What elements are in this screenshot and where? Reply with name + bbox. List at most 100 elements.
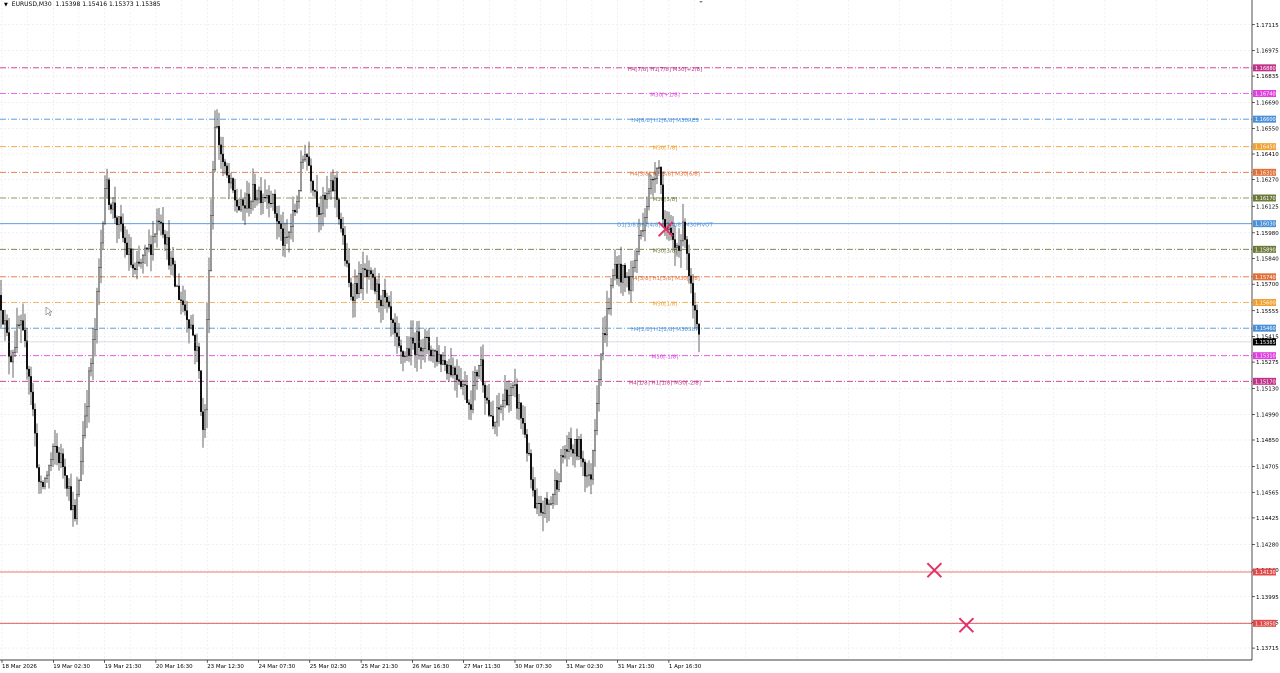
candle-body	[10, 356, 12, 363]
candle	[286, 219, 288, 244]
time-tick-label: 24 Mar 07:30	[259, 664, 296, 670]
candle	[334, 174, 336, 208]
close-x-icon	[926, 562, 943, 578]
candle	[156, 208, 158, 248]
candle	[442, 351, 444, 366]
candle-body	[166, 237, 168, 245]
candle	[462, 379, 464, 396]
candle	[428, 328, 430, 361]
level-price-tag	[1253, 299, 1276, 306]
current-price-text: 1.15385	[1255, 340, 1276, 346]
candle-body	[292, 210, 294, 227]
level-label: M30[-1/8]	[652, 355, 679, 361]
candle	[580, 433, 582, 467]
candle-body	[280, 223, 282, 229]
candle	[184, 289, 186, 316]
candle-body	[192, 324, 194, 336]
candle-body	[644, 217, 646, 231]
candle-body	[424, 336, 426, 349]
time-tick-label: 19 Mar 21:30	[105, 664, 142, 670]
candle-body	[660, 166, 662, 186]
candle-body	[258, 190, 260, 200]
candle-body	[230, 178, 232, 184]
candle-body	[598, 379, 600, 404]
candle-body	[592, 450, 594, 480]
candle-body	[692, 283, 694, 306]
level-price-tag-text: 1.16030	[1255, 222, 1276, 228]
level-price-tag-text: 1.15460	[1255, 326, 1276, 332]
candle	[358, 261, 360, 298]
time-tick-label: 25 Mar 02:30	[310, 664, 347, 670]
candle	[600, 353, 602, 386]
candle	[692, 274, 694, 319]
candle-body	[594, 430, 596, 452]
candle	[352, 283, 354, 318]
candle-body	[482, 359, 484, 386]
candle	[48, 464, 50, 489]
candle-body	[300, 161, 302, 191]
candle	[306, 153, 308, 171]
candle-body	[502, 400, 504, 407]
candle-body	[140, 262, 142, 264]
candle	[364, 263, 366, 278]
candle	[178, 273, 180, 301]
candle-body	[668, 227, 670, 230]
candle	[162, 206, 164, 239]
candle-body	[146, 247, 148, 249]
candle-body	[630, 276, 632, 291]
candle-body	[324, 195, 326, 200]
candle	[644, 208, 646, 242]
candle-body	[116, 217, 118, 226]
candle	[342, 216, 344, 245]
level-label: M30[5/8]	[653, 197, 678, 203]
candle-body	[0, 294, 2, 311]
candle-body	[620, 263, 622, 283]
candle	[574, 439, 576, 468]
candle-body	[454, 367, 456, 376]
candle	[172, 246, 174, 276]
candle-body	[526, 434, 528, 454]
candle	[552, 493, 554, 509]
candle	[432, 348, 434, 363]
candle	[424, 328, 426, 363]
candle-body	[98, 267, 100, 293]
candle-body	[198, 346, 200, 372]
candle	[36, 423, 38, 469]
level-price-tag-text: 1.15740	[1255, 275, 1276, 281]
candle-body	[342, 228, 344, 236]
candle-body	[278, 221, 280, 224]
candle	[498, 392, 500, 427]
candle-body	[558, 480, 560, 490]
candle	[116, 215, 118, 244]
candle	[72, 491, 74, 527]
candle	[236, 188, 238, 213]
candle	[38, 464, 40, 494]
candle-body	[120, 216, 122, 225]
level-price-tag	[1253, 194, 1276, 202]
candle-body	[22, 320, 24, 331]
candle	[182, 285, 184, 313]
candle	[698, 323, 700, 353]
murrey-levels: H4[7/8] H1[7/8] M30[+2/8] M30[+1/8] H4[6/8…	[0, 67, 1252, 624]
candle-body	[132, 264, 134, 269]
candle-body	[42, 482, 44, 487]
candle-body	[160, 221, 162, 224]
symbol-dropdown-icon[interactable]: ▼	[4, 2, 8, 8]
candle	[486, 385, 488, 404]
candle	[186, 300, 188, 333]
candle	[502, 393, 504, 421]
candle-body	[448, 365, 450, 374]
candle	[282, 211, 284, 257]
candle	[256, 189, 258, 206]
candle-body	[176, 285, 178, 287]
candle-body	[240, 199, 242, 211]
candle-body	[432, 350, 434, 357]
candle	[528, 442, 530, 456]
candle-body	[352, 296, 354, 301]
candle	[166, 231, 168, 260]
candle-body	[294, 210, 296, 213]
candle-body	[518, 402, 520, 409]
candle	[142, 254, 144, 274]
